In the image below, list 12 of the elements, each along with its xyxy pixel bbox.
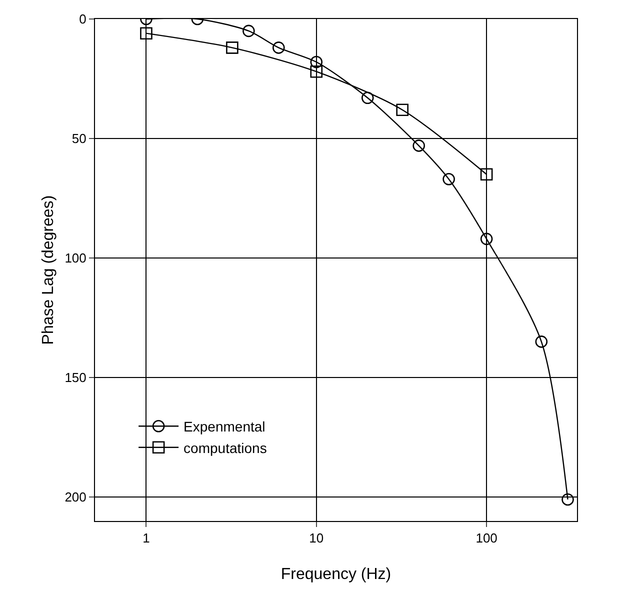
y-tick-label: 100 (64, 250, 86, 266)
legend-label: computations (184, 440, 267, 456)
x-tick-label: 1 (142, 530, 150, 546)
y-tick-label: 200 (64, 490, 86, 505)
x-tick-label: 100 (476, 530, 498, 546)
y-tick-label: 150 (64, 370, 86, 386)
x-tick-label: 10 (309, 530, 324, 546)
y-axis-title: Phase Lag (degrees) (40, 195, 57, 345)
legend-label: Expenmental (184, 418, 266, 435)
y-tick-label: 0 (79, 12, 86, 27)
x-axis-title: Frequency (Hz) (280, 566, 392, 583)
y-tick-label: 50 (72, 131, 86, 146)
